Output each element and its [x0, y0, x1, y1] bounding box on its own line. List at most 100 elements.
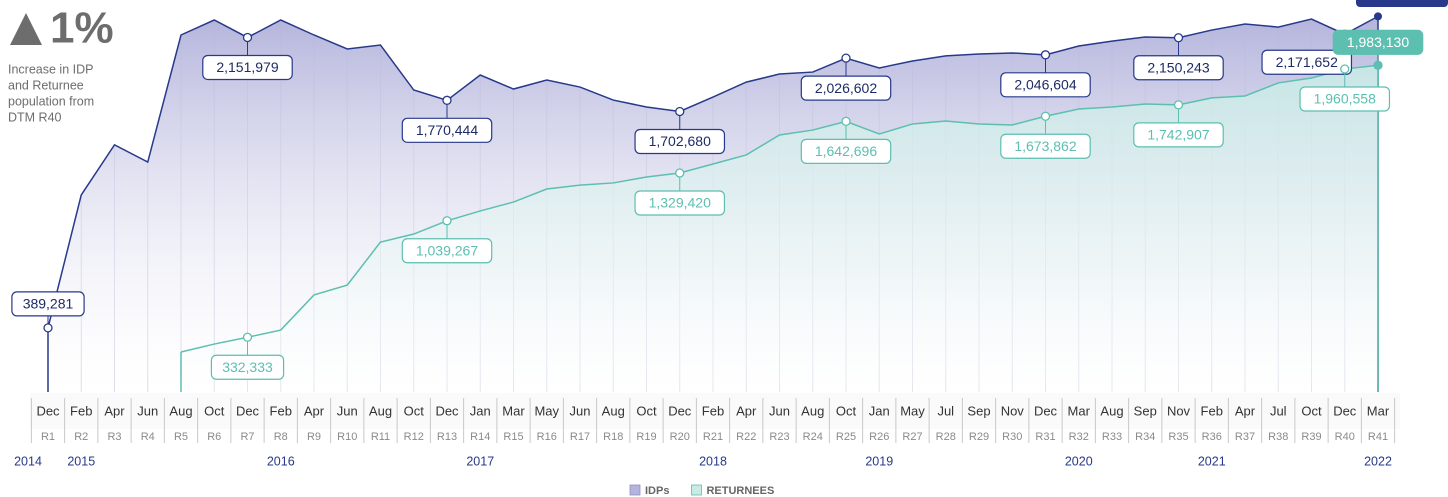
round-label: R8 — [274, 431, 288, 443]
point — [841, 116, 851, 127]
data-label: 1,742,907 — [1147, 127, 1209, 143]
data-label: 2,150,243 — [1147, 59, 1209, 75]
round-label: R35 — [1168, 431, 1188, 443]
month-label: Sep — [967, 403, 990, 418]
month-label: Aug — [801, 403, 824, 418]
month-label: Jul — [937, 403, 954, 418]
point — [1373, 60, 1383, 70]
round-label: R36 — [1202, 431, 1222, 443]
label-box — [800, 138, 892, 164]
annotation-line: Increase in IDP — [8, 62, 93, 76]
month-label: Dec — [668, 403, 692, 418]
data-label: 1,702,680 — [649, 133, 711, 149]
round-label: R14 — [470, 431, 490, 443]
axis-band — [30, 393, 1400, 429]
round-label: R16 — [537, 431, 557, 443]
series-line — [47, 15, 1379, 329]
point — [1374, 12, 1382, 21]
month-label: Apr — [1235, 403, 1256, 418]
month-label: Nov — [1001, 403, 1025, 418]
annotation-line: DTM R40 — [8, 110, 62, 124]
label-box — [634, 190, 726, 216]
label-box — [800, 75, 892, 101]
label-box — [401, 238, 493, 264]
point — [242, 332, 253, 342]
round-label: R23 — [769, 431, 789, 443]
data-label: 332,333 — [222, 359, 273, 375]
point — [1173, 100, 1184, 110]
round-label: R25 — [836, 431, 856, 443]
round-label: R17 — [570, 431, 590, 443]
year-label: 2014 — [14, 454, 42, 468]
round-label: R4 — [141, 431, 155, 443]
month-label: Aug — [1100, 403, 1123, 418]
month-label: May — [534, 403, 559, 418]
point — [1173, 33, 1184, 43]
label-box — [1133, 55, 1224, 81]
data-label: 389,281 — [23, 296, 74, 312]
legend-label: RETURNEES — [706, 485, 774, 497]
month-label: Jun — [570, 403, 591, 418]
data-label: 1,039,267 — [416, 242, 478, 258]
round-label: R29 — [969, 431, 989, 443]
month-label: Jun — [137, 403, 158, 418]
round-label: R10 — [337, 431, 357, 443]
point — [1040, 111, 1051, 121]
label-box — [634, 128, 726, 155]
month-label: Jul — [1270, 403, 1287, 418]
month-label: Oct — [636, 403, 657, 418]
month-label: Oct — [836, 403, 857, 418]
label-box — [11, 291, 85, 317]
month-label: Dec — [36, 403, 60, 418]
month-label: Apr — [104, 403, 125, 418]
label-box — [202, 54, 293, 81]
round-label: R5 — [174, 431, 188, 443]
month-label: Dec — [1333, 403, 1357, 418]
month-label: Dec — [236, 403, 260, 418]
round-label: R18 — [603, 431, 623, 443]
year-label: 2021 — [1198, 454, 1226, 468]
month-label: Oct — [204, 403, 225, 418]
label-box — [1000, 72, 1091, 98]
label-box — [1000, 133, 1091, 159]
month-label: Oct — [404, 403, 425, 418]
point — [442, 95, 452, 105]
month-label: Apr — [304, 403, 325, 418]
cut-label-box — [1356, 0, 1448, 7]
round-label: R13 — [437, 431, 457, 443]
annotation-line: and Returnee — [8, 78, 84, 92]
month-label: Feb — [70, 403, 92, 418]
round-label: R6 — [207, 431, 221, 443]
round-label: R2 — [74, 431, 88, 443]
year-label: 2019 — [865, 454, 893, 468]
data-label: 1,983,130 — [1347, 34, 1409, 50]
year-label: 2018 — [699, 454, 727, 468]
label-box — [1261, 49, 1353, 75]
year-label: 2015 — [67, 454, 95, 468]
round-label: R37 — [1235, 431, 1255, 443]
month-label: Nov — [1167, 403, 1191, 418]
data-label: 1,960,558 — [1314, 91, 1376, 107]
round-label: R33 — [1102, 431, 1122, 443]
point — [1340, 64, 1350, 74]
month-label: Feb — [1201, 403, 1223, 418]
round-label: R22 — [736, 431, 756, 443]
data-label: 1,329,420 — [649, 195, 711, 211]
round-label: R9 — [307, 431, 321, 443]
year-label: 2022 — [1364, 454, 1392, 468]
month-label: Jan — [869, 403, 890, 418]
round-label: R7 — [240, 431, 254, 443]
label-box — [1133, 122, 1224, 148]
month-label: Mar — [1367, 403, 1390, 418]
round-label: R30 — [1002, 431, 1022, 443]
point — [43, 323, 53, 333]
round-label: R1 — [41, 431, 55, 443]
month-label: Jun — [769, 403, 790, 418]
round-label: R38 — [1268, 431, 1288, 443]
data-label: 2,046,604 — [1014, 77, 1076, 93]
round-label: R26 — [869, 431, 889, 443]
round-label: R15 — [503, 431, 523, 443]
round-label: R24 — [803, 431, 823, 443]
label-box — [210, 354, 285, 380]
year-label: 2016 — [267, 454, 295, 468]
